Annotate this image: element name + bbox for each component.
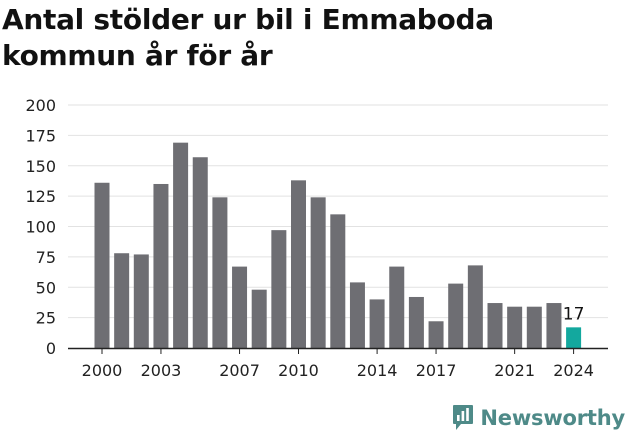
data-label: 17 bbox=[563, 304, 585, 324]
bar bbox=[94, 182, 110, 348]
x-tick-label: 2010 bbox=[278, 361, 319, 380]
bar bbox=[389, 266, 405, 348]
bar-highlight bbox=[566, 327, 582, 348]
bar bbox=[467, 265, 483, 348]
bar bbox=[133, 254, 149, 348]
y-tick-label: 100 bbox=[25, 218, 56, 237]
y-tick-label: 25 bbox=[36, 309, 56, 328]
bar bbox=[232, 266, 248, 348]
bar bbox=[251, 289, 267, 348]
bar bbox=[428, 321, 444, 348]
y-tick-label: 175 bbox=[25, 126, 56, 145]
bar bbox=[291, 180, 306, 348]
y-axis-ticks: 0 25 50 75 100 125 150 175 200 bbox=[25, 96, 56, 358]
bar bbox=[330, 214, 346, 348]
bar bbox=[546, 303, 562, 348]
bar bbox=[369, 299, 385, 348]
chart-title: Antal stölder ur bil i Emmaboda kommun å… bbox=[2, 3, 494, 72]
y-tick-label: 50 bbox=[36, 278, 56, 297]
bar bbox=[192, 157, 208, 348]
bar bbox=[526, 306, 542, 348]
data-labels: 17 bbox=[563, 304, 585, 324]
bar bbox=[507, 306, 523, 348]
x-tick-label: 2014 bbox=[357, 361, 398, 380]
bar bbox=[173, 142, 189, 348]
y-tick-label: 0 bbox=[46, 339, 56, 358]
bar bbox=[487, 303, 503, 348]
x-tick-label: 2024 bbox=[553, 361, 594, 380]
x-tick-label: 2000 bbox=[82, 361, 123, 380]
bar bbox=[271, 230, 287, 348]
newsworthy-logo-icon bbox=[453, 405, 474, 430]
y-tick-label: 125 bbox=[25, 187, 56, 206]
newsworthy-logo-text: Newsworthy bbox=[480, 406, 625, 430]
x-tick-label: 2017 bbox=[416, 361, 457, 380]
y-tick-label: 200 bbox=[25, 96, 56, 115]
x-tick-label: 2007 bbox=[219, 361, 260, 380]
newsworthy-logo[interactable]: Newsworthy bbox=[452, 401, 625, 435]
x-axis-ticks: 2000 2003 2007 2010 2014 2017 2021 2024 bbox=[68, 347, 608, 380]
bar bbox=[212, 197, 228, 348]
y-tick-label: 150 bbox=[25, 157, 56, 176]
y-tick-label: 75 bbox=[36, 248, 56, 267]
bar bbox=[408, 296, 424, 348]
bars bbox=[94, 142, 582, 348]
bar bbox=[114, 253, 130, 348]
x-tick-label: 2003 bbox=[141, 361, 182, 380]
bar bbox=[448, 283, 464, 348]
bar bbox=[349, 282, 365, 348]
bar bbox=[153, 183, 169, 348]
bar bbox=[310, 197, 326, 348]
x-tick-label: 2021 bbox=[494, 361, 535, 380]
